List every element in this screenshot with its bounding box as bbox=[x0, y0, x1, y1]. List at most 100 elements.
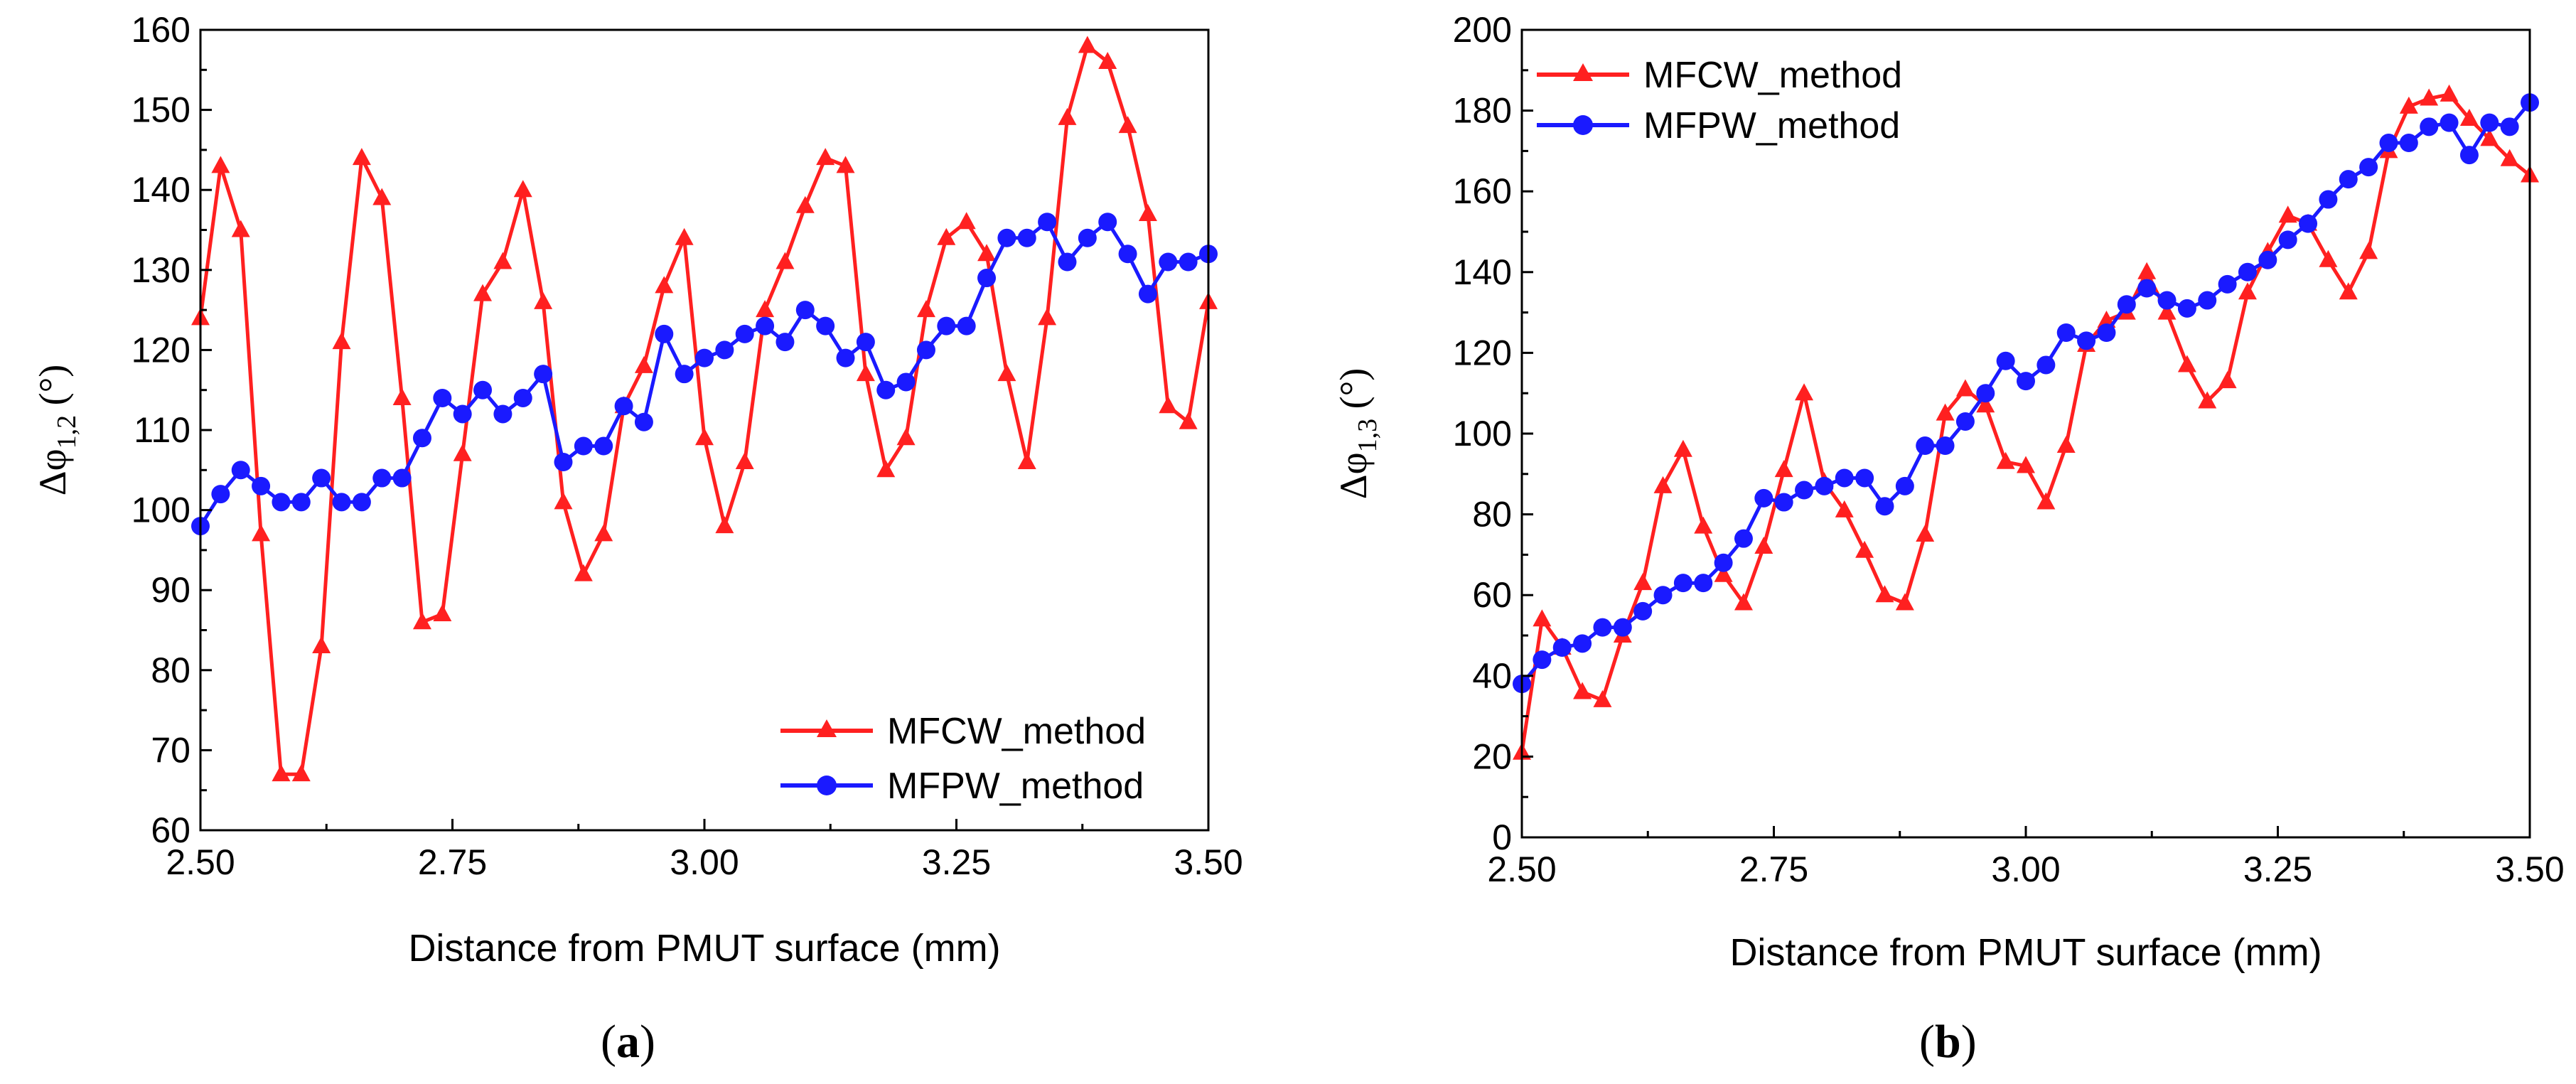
y-axis-label-a: Δφ1,2 (°) bbox=[31, 365, 82, 495]
data-point-mfcw bbox=[2359, 242, 2378, 259]
data-point-mfpw bbox=[1895, 476, 1914, 495]
data-point-mfcw bbox=[554, 492, 573, 510]
data-point-mfcw bbox=[776, 252, 795, 269]
data-point-mfcw bbox=[513, 180, 532, 198]
data-point-mfcw bbox=[372, 188, 392, 205]
legend-marker-mfpw-a bbox=[817, 776, 837, 795]
y-axis-subscript-a: 1,2 bbox=[52, 415, 82, 449]
data-point-mfcw bbox=[252, 524, 271, 542]
x-tick-label: 3.00 bbox=[1991, 849, 2060, 889]
x-tick-label: 3.25 bbox=[2243, 849, 2312, 889]
data-point-mfcw bbox=[272, 764, 291, 782]
data-point-mfpw bbox=[614, 397, 633, 416]
data-point-mfpw bbox=[735, 324, 754, 343]
data-point-mfcw bbox=[2339, 282, 2358, 300]
data-point-mfpw bbox=[2238, 262, 2257, 281]
data-point-mfcw bbox=[2177, 355, 2196, 372]
data-point-mfpw bbox=[433, 388, 452, 407]
data-point-mfcw bbox=[2198, 391, 2217, 409]
data-point-mfpw bbox=[2319, 190, 2338, 209]
data-point-mfcw bbox=[1118, 116, 1137, 134]
x-tick-label: 2.75 bbox=[1739, 849, 1808, 889]
data-point-mfcw bbox=[756, 300, 775, 318]
x-tick-label: 2.50 bbox=[166, 842, 235, 882]
data-point-mfpw bbox=[1118, 245, 1137, 264]
x-tick-label: 3.00 bbox=[670, 842, 739, 882]
y-tick-label: 140 bbox=[132, 170, 190, 210]
series-line-mfcw-method bbox=[1520, 92, 2531, 753]
data-point-mfpw bbox=[2177, 299, 2196, 318]
data-point-mfpw bbox=[1573, 634, 1592, 653]
y-tick-label: 70 bbox=[151, 730, 190, 770]
data-point-mfpw bbox=[2117, 295, 2136, 314]
data-point-mfpw bbox=[2278, 230, 2297, 249]
legend-marker-mfpw-b bbox=[1573, 115, 1593, 135]
legend-label-mfpw-b: MFPW_method bbox=[1643, 105, 1900, 146]
data-point-mfcw bbox=[291, 764, 311, 782]
legend-marker-mfcw-a bbox=[817, 719, 837, 737]
data-point-mfcw bbox=[957, 212, 976, 230]
data-point-mfpw bbox=[1774, 493, 1793, 512]
data-point-mfcw bbox=[1159, 396, 1178, 414]
data-point-mfpw bbox=[977, 269, 997, 288]
data-point-mfpw bbox=[1593, 618, 1612, 637]
data-point-mfpw bbox=[634, 412, 653, 431]
data-point-mfcw bbox=[1573, 682, 1592, 699]
y-tick-label: 100 bbox=[132, 490, 190, 530]
y-tick-label: 90 bbox=[151, 570, 190, 610]
data-point-mfcw bbox=[2459, 108, 2479, 126]
data-point-mfpw bbox=[1179, 252, 1198, 272]
y-axis-unit-b: (°) bbox=[1332, 368, 1375, 409]
y-tick-label: 160 bbox=[132, 10, 190, 50]
legend-label-mfcw-b: MFCW_method bbox=[1643, 55, 1902, 96]
data-point-mfcw bbox=[1714, 564, 1733, 582]
y-tick-label: 20 bbox=[1472, 736, 1512, 776]
data-point-mfcw bbox=[977, 244, 997, 262]
data-point-mfpw bbox=[856, 333, 875, 352]
data-point-mfcw bbox=[1098, 52, 1117, 70]
data-point-mfcw bbox=[2420, 88, 2439, 106]
data-point-mfpw bbox=[1754, 488, 1773, 508]
data-point-mfpw bbox=[876, 380, 896, 399]
x-tick-label: 3.50 bbox=[2495, 849, 2564, 889]
data-point-mfcw bbox=[2218, 371, 2237, 389]
y-tick-label: 140 bbox=[1453, 252, 1512, 292]
data-point-mfcw bbox=[2056, 436, 2076, 454]
x-axis-label-a: Distance from PMUT surface (mm) bbox=[408, 927, 1000, 970]
data-point-mfpw bbox=[252, 476, 271, 495]
data-point-mfcw bbox=[493, 252, 512, 269]
y-tick-label: 100 bbox=[1453, 414, 1512, 454]
legend-a: MFCW_method MFPW_method bbox=[780, 711, 1146, 807]
chart-panel-a: 2.50 2.75 3.00 3.25 3.50 60 70 80 90 100 110 120 130… bbox=[31, 10, 1243, 1068]
y-tick-label: 120 bbox=[1453, 333, 1512, 372]
data-point-mfpw bbox=[1855, 468, 1874, 488]
y-tick-label: 180 bbox=[1453, 91, 1512, 131]
x-tick-label: 2.50 bbox=[1487, 849, 1556, 889]
data-point-mfpw bbox=[2379, 134, 2398, 153]
caption-a: (a) bbox=[601, 1016, 655, 1068]
data-point-mfcw bbox=[715, 516, 734, 534]
data-point-mfcw bbox=[2278, 205, 2297, 223]
x-tick-label: 3.50 bbox=[1174, 842, 1243, 882]
y-tick-label: 150 bbox=[132, 90, 190, 130]
caption-close-b: ) bbox=[1961, 1016, 1977, 1068]
data-point-mfpw bbox=[2077, 331, 2096, 350]
data-point-mfpw bbox=[291, 493, 311, 512]
data-point-mfcw bbox=[1633, 573, 1653, 591]
data-point-mfcw bbox=[1955, 379, 1975, 397]
caption-close-a: ) bbox=[640, 1016, 655, 1068]
data-point-mfpw bbox=[2359, 158, 2378, 177]
data-point-mfpw bbox=[1633, 601, 1653, 621]
data-point-mfcw bbox=[1875, 585, 1894, 603]
data-point-mfpw bbox=[1815, 476, 1834, 495]
data-point-mfpw bbox=[1552, 638, 1572, 658]
y-axis-unit-a: (°) bbox=[31, 365, 74, 406]
data-point-mfpw bbox=[312, 468, 331, 488]
data-point-mfpw bbox=[1916, 436, 1935, 456]
data-point-mfpw bbox=[2500, 117, 2519, 136]
data-point-mfpw bbox=[2299, 214, 2318, 233]
data-point-mfpw bbox=[1613, 618, 1632, 637]
data-point-mfpw bbox=[574, 436, 593, 456]
data-point-mfcw bbox=[856, 364, 875, 382]
data-point-mfpw bbox=[695, 348, 714, 367]
